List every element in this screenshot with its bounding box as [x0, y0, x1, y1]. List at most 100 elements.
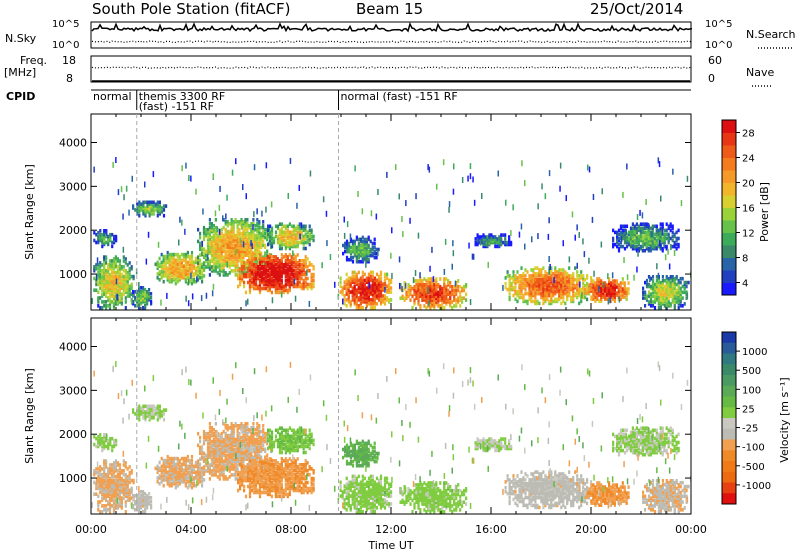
power-echo-cell: [132, 276, 135, 281]
power-echo-cell: [254, 245, 257, 250]
power-echo-cell: [218, 239, 221, 244]
power-echo-cell: [534, 293, 537, 298]
power-echo-cell: [578, 278, 581, 282]
power-echo-cell: [453, 294, 456, 299]
power-echo-cell: [377, 292, 381, 296]
power-echo-cell: [146, 296, 149, 300]
power-echo-cell: [524, 278, 527, 282]
power-echo-cell: [580, 295, 583, 300]
power-echo-cell: [520, 287, 523, 292]
power-echo-cell: [108, 280, 112, 285]
power-echo-cell: [107, 288, 110, 292]
power-echo-cell: [508, 278, 511, 282]
power-echo-cell: [532, 299, 535, 304]
power-echo-cell: [162, 279, 165, 284]
power-echo-cell: [484, 242, 487, 247]
power-echo-cell: [232, 247, 235, 252]
velocity-echo-cell: [118, 476, 121, 481]
power-echo-cell: [220, 253, 223, 257]
power-echo-cell: [298, 228, 301, 233]
velocity-echo-cell: [158, 410, 161, 414]
velocity-echo-cell: [172, 474, 175, 478]
power-echo-cell: [390, 290, 393, 294]
power-echo-cell: [357, 288, 360, 292]
power-echo-cell: [226, 259, 229, 263]
power-echo-cell: [371, 292, 374, 296]
power-echo-cell: [286, 259, 289, 263]
power-echo-dot: [404, 282, 407, 289]
power-echo-cell: [617, 248, 621, 253]
velocity-echo-cell: [158, 466, 161, 471]
power-echo-cell: [140, 290, 143, 294]
velocity-echo-cell: [150, 504, 153, 508]
velocity-echo-cell: [120, 484, 123, 489]
power-echo-cell: [554, 266, 557, 270]
power-echo-cell: [286, 228, 289, 233]
power-echo-cell: [421, 283, 424, 287]
velocity-echo-cell: [110, 488, 114, 493]
power-echo-cell: [361, 288, 364, 292]
power-echo-cell: [242, 225, 245, 230]
velocity-echoes: [91, 361, 692, 514]
power-echo-cell: [548, 291, 551, 296]
power-echo-dot: [196, 276, 198, 283]
power-echo-cell: [290, 224, 293, 229]
power-echo-cell: [604, 297, 607, 301]
power-echo-cell: [292, 253, 295, 257]
power-echo-cell: [441, 306, 444, 310]
power-echo-cell: [99, 280, 102, 285]
power-echo-cell: [423, 288, 426, 293]
power-echo-cell: [208, 259, 211, 263]
power-echo-dot: [321, 262, 323, 269]
power-echo-cell: [284, 284, 287, 289]
power-echo-cell: [260, 272, 263, 277]
power-echo-cell: [459, 290, 462, 295]
power-echo-cell: [228, 229, 231, 234]
velocity-echo-cell: [108, 504, 112, 508]
power-echo-cell: [619, 293, 622, 297]
power-echo-cell: [518, 285, 521, 290]
velocity-echo-cell: [144, 492, 147, 496]
power-echo-cell: [150, 210, 153, 214]
power-echo-cell: [345, 272, 348, 277]
power-echo-cell: [608, 289, 611, 293]
power-echo-cell: [300, 234, 303, 239]
nsky-right-top-tick: 10^5: [705, 19, 732, 30]
power-echo-cell: [606, 291, 609, 295]
power-echo-cell: [342, 251, 345, 256]
power-echo-cell: [97, 234, 100, 239]
power-echo-cell: [649, 286, 653, 291]
power-echo-cell: [122, 292, 125, 296]
power-echo-cell: [405, 294, 408, 299]
power-echo-cell: [679, 298, 682, 302]
power-echo-cell: [347, 282, 350, 286]
power-echo-cell: [194, 256, 198, 261]
power-echo-cell: [532, 280, 535, 284]
power-echo-cell: [649, 296, 653, 300]
power-echo-cell: [276, 234, 280, 239]
power-echo-dot: [185, 295, 187, 302]
velocity-echo-cell: [124, 500, 127, 504]
power-echo-cell: [653, 236, 656, 241]
power-echo-cell: [150, 292, 153, 296]
velocity-echo-cell: [93, 469, 96, 473]
power-echo-cell: [214, 255, 217, 259]
power-echo-cell: [122, 265, 125, 269]
power-echo-cell: [112, 298, 116, 302]
power-echo-cell: [558, 289, 561, 294]
velocity-echo-cell: [116, 486, 119, 491]
power-echo-cell: [240, 251, 243, 255]
velocity-echo-cell: [164, 464, 167, 469]
power-echo-cell: [655, 288, 658, 293]
power-echo-cell: [608, 277, 611, 281]
velocity-echo-cell: [186, 472, 189, 476]
velocity-echo-cell: [160, 478, 163, 482]
velocity-echo-cell: [126, 480, 129, 485]
velocity-echo-cell: [97, 444, 100, 449]
power-echo-cell: [218, 237, 221, 242]
power-echo-cell: [524, 291, 527, 296]
power-echo-cell: [302, 266, 305, 271]
power-echo-cell: [170, 254, 173, 259]
power-echo-cell: [359, 288, 362, 292]
power-echo-cell: [600, 281, 603, 285]
